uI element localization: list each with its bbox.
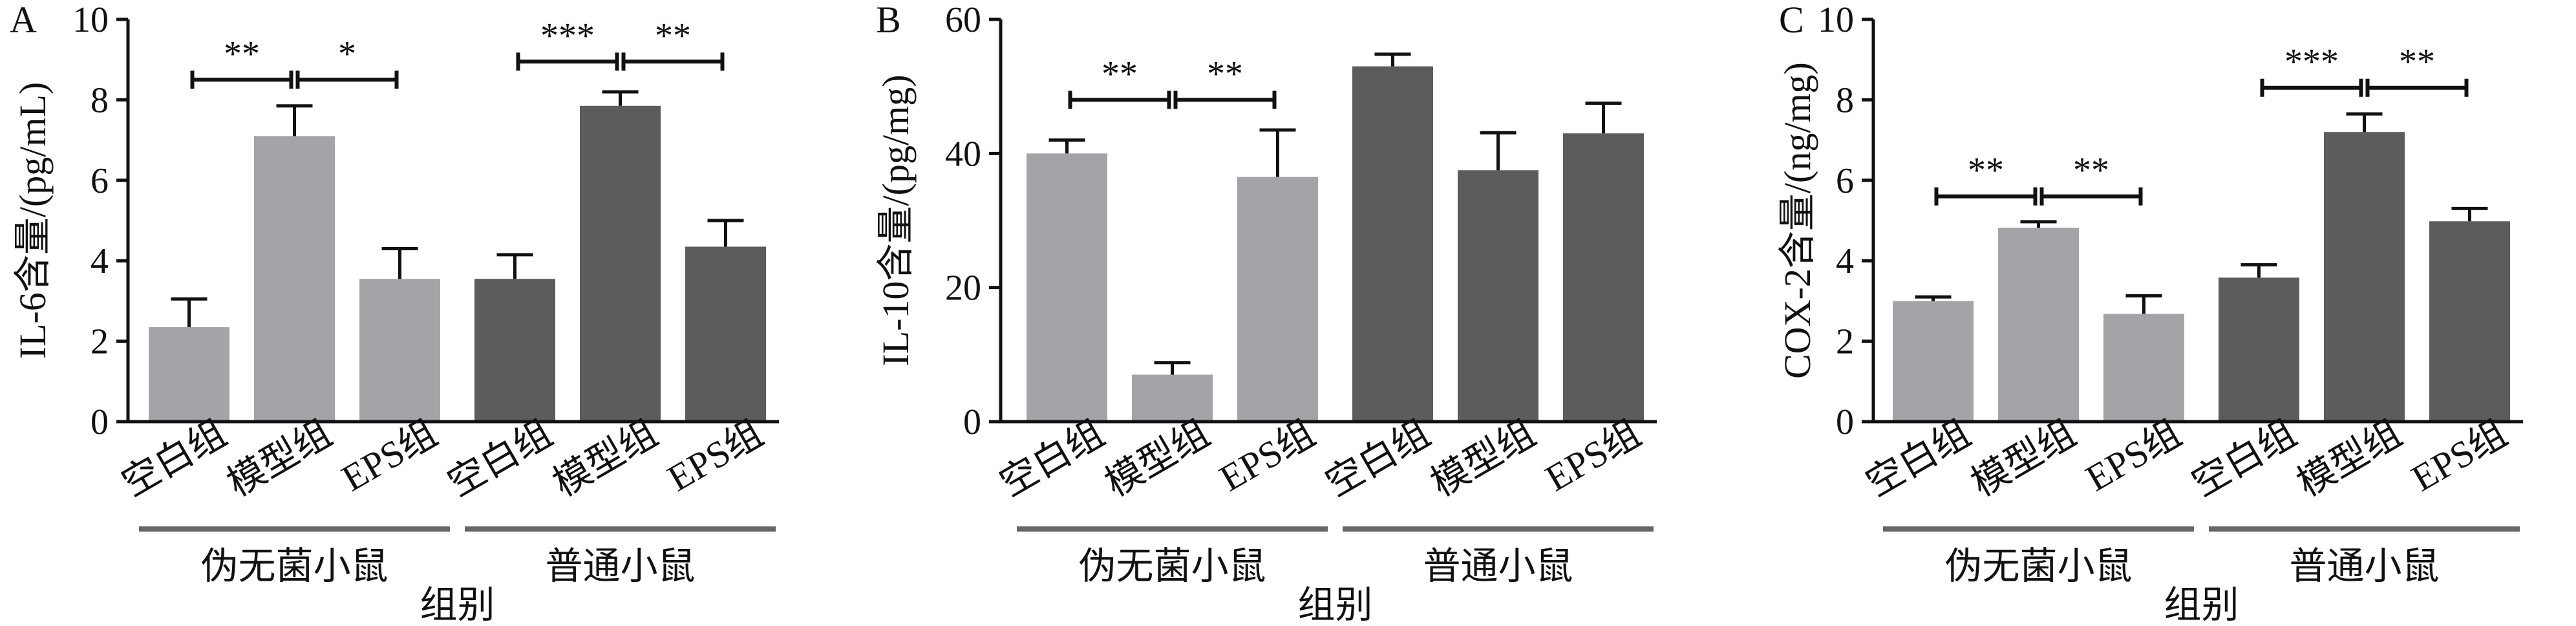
y-tick-label: 10 xyxy=(1818,0,1854,40)
bar xyxy=(1998,228,2079,422)
bar xyxy=(1027,153,1107,422)
bar xyxy=(2324,132,2405,422)
bar xyxy=(1352,66,1433,422)
bar xyxy=(2429,221,2510,422)
category-label: 模型组 xyxy=(1098,412,1217,504)
y-tick-label: 6 xyxy=(1836,161,1854,201)
y-axis-title: IL-6含量/(pg/mL) xyxy=(12,82,54,359)
y-tick-label: 10 xyxy=(72,0,109,40)
y-tick-label: 2 xyxy=(90,322,109,362)
y-tick-label: 2 xyxy=(1836,322,1854,362)
category-label: EPS组 xyxy=(661,412,770,499)
bar xyxy=(254,136,335,422)
bar xyxy=(2103,314,2184,422)
category-label: 模型组 xyxy=(220,412,339,504)
y-tick-label: 0 xyxy=(1836,402,1854,442)
significance-label: ** xyxy=(1102,54,1138,94)
bar xyxy=(1237,177,1318,422)
significance-label: *** xyxy=(540,16,595,56)
significance-label: ** xyxy=(2073,151,2109,191)
significance-label: ** xyxy=(224,34,260,74)
y-tick-label: 8 xyxy=(90,80,109,120)
category-label: 空白组 xyxy=(2185,412,2303,504)
category-label: 模型组 xyxy=(546,412,665,504)
bar xyxy=(359,279,440,422)
category-label: 空白组 xyxy=(1319,412,1437,504)
category-label: 空白组 xyxy=(1859,412,1977,504)
y-tick-label: 4 xyxy=(1836,241,1854,281)
category-label: EPS组 xyxy=(1538,412,1648,499)
group-label: 普通小鼠 xyxy=(2289,545,2439,587)
significance-label: * xyxy=(338,34,356,74)
category-label: EPS组 xyxy=(2405,412,2514,499)
panel-label: C xyxy=(1779,0,1804,41)
group-label: 伪无菌小鼠 xyxy=(200,545,388,587)
x-axis-title: 组别 xyxy=(2164,584,2239,626)
y-axis-title: COX-2含量/(ng/mg) xyxy=(1776,62,1818,379)
significance-label: *** xyxy=(2284,42,2339,82)
category-label: 空白组 xyxy=(115,412,233,504)
panel-b: B0204060IL-10含量/(pg/mg)空白组模型组EPS组空白组模型组E… xyxy=(875,0,1657,626)
category-label: 空白组 xyxy=(993,412,1111,504)
category-label: EPS组 xyxy=(2079,412,2188,499)
group-label: 伪无菌小鼠 xyxy=(1078,545,1266,587)
significance-label: ** xyxy=(1968,151,2004,191)
bar xyxy=(149,327,229,422)
panel-c: C0246810COX-2含量/(ng/mg)空白组模型组EPS组空白组模型组E… xyxy=(1776,0,2523,626)
category-label: EPS组 xyxy=(1213,412,1322,499)
y-axis-title: IL-10含量/(pg/mg) xyxy=(875,74,917,366)
significance-label: ** xyxy=(1207,54,1243,94)
bar xyxy=(1458,170,1538,422)
bar xyxy=(2219,277,2299,422)
y-tick-label: 8 xyxy=(1836,80,1854,120)
y-tick-label: 40 xyxy=(945,134,981,174)
category-label: EPS组 xyxy=(335,412,444,499)
panel-a: A0246810IL-6含量/(pg/mL)空白组模型组EPS组空白组模型组EP… xyxy=(10,0,779,626)
x-axis-title: 组别 xyxy=(1297,584,1372,626)
panel-label: B xyxy=(876,0,901,41)
bar xyxy=(685,246,766,422)
group-label: 伪无菌小鼠 xyxy=(1944,545,2132,587)
group-label: 普通小鼠 xyxy=(1423,545,1573,587)
category-label: 空白组 xyxy=(441,412,559,504)
significance-label: ** xyxy=(2399,42,2435,82)
significance-label: ** xyxy=(655,16,691,56)
bar xyxy=(474,279,555,422)
category-label: 模型组 xyxy=(1424,412,1542,504)
bar xyxy=(1893,301,1974,422)
bar xyxy=(1563,133,1644,422)
bar xyxy=(580,105,661,422)
y-tick-label: 60 xyxy=(945,0,981,40)
y-tick-label: 4 xyxy=(90,241,109,281)
category-label: 模型组 xyxy=(1964,412,2083,504)
y-tick-label: 0 xyxy=(963,402,981,442)
y-tick-label: 0 xyxy=(90,402,109,442)
bar xyxy=(1132,374,1213,422)
y-tick-label: 6 xyxy=(90,161,109,201)
group-label: 普通小鼠 xyxy=(545,545,695,587)
panel-label: A xyxy=(10,0,37,41)
y-tick-label: 20 xyxy=(945,268,981,308)
category-label: 模型组 xyxy=(2290,412,2409,504)
x-axis-title: 组别 xyxy=(420,584,495,626)
